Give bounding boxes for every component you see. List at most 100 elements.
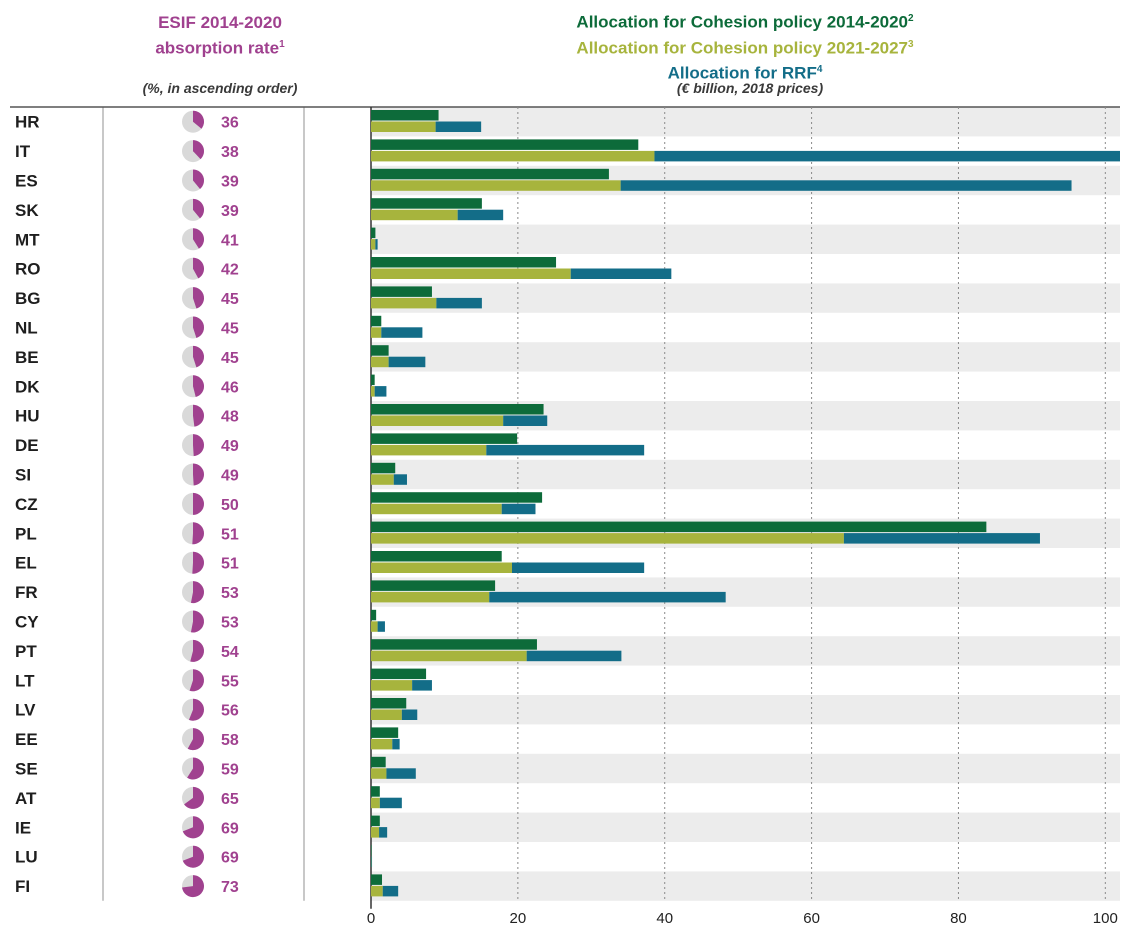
row-band xyxy=(371,342,1120,372)
bar-rrf xyxy=(435,121,482,132)
bar-cohesion-2021-2027 xyxy=(371,591,490,603)
country-label: BE xyxy=(15,348,39,367)
absorption-pie xyxy=(193,345,205,368)
absorption-pie xyxy=(193,375,204,397)
country-label: CZ xyxy=(15,495,38,514)
bar-rrf xyxy=(374,386,387,397)
bar-rrf xyxy=(371,856,373,867)
bar-rrf xyxy=(393,474,407,485)
absorption-pie xyxy=(193,463,205,486)
bar-rrf xyxy=(386,768,416,779)
bar-cohesion-2014-2020 xyxy=(371,286,432,297)
bar-cohesion-2014-2020 xyxy=(371,874,383,885)
bar-cohesion-2014-2020 xyxy=(371,345,389,356)
bar-rrf xyxy=(489,591,726,603)
absorption-subtitle: (%, in ascending order) xyxy=(142,80,298,96)
absorption-pie xyxy=(192,551,205,574)
bar-cohesion-2021-2027 xyxy=(371,562,512,573)
country-label: ES xyxy=(15,172,38,191)
absorption-pie xyxy=(182,875,204,898)
country-label: FR xyxy=(15,583,38,602)
country-label: FI xyxy=(15,877,30,896)
bar-rrf xyxy=(620,180,1072,191)
absorption-value: 73 xyxy=(221,879,239,896)
row-band xyxy=(371,812,1120,842)
bar-rrf xyxy=(375,239,378,250)
bar-rrf xyxy=(843,533,1040,544)
country-label: EL xyxy=(15,554,37,573)
absorption-pie xyxy=(182,845,204,868)
absorption-pie xyxy=(188,698,205,721)
bar-cohesion-2021-2027 xyxy=(371,327,382,338)
absorption-pie xyxy=(192,522,204,545)
row-band xyxy=(371,695,1120,725)
absorption-value: 51 xyxy=(221,556,239,573)
bar-cohesion-2014-2020 xyxy=(371,492,543,503)
absorption-value: 49 xyxy=(221,468,239,485)
bar-cohesion-2014-2020 xyxy=(371,433,518,444)
row-band xyxy=(371,459,1120,490)
bar-cohesion-2021-2027 xyxy=(371,209,458,221)
allocation-subtitle: (€ billion, 2018 prices) xyxy=(676,80,824,96)
bar-cohesion-2014-2020 xyxy=(371,198,482,209)
bar-cohesion-2021-2027 xyxy=(371,680,413,691)
absorption-value: 49 xyxy=(221,438,239,455)
row-band xyxy=(371,283,1120,313)
bar-cohesion-2014-2020 xyxy=(371,110,439,121)
absorption-value: 45 xyxy=(221,291,239,308)
country-label: PT xyxy=(15,642,37,661)
bar-cohesion-2021-2027 xyxy=(371,885,383,897)
absorption-value: 38 xyxy=(221,144,239,161)
bar-rrf xyxy=(401,709,418,720)
absorption-footnote-mark: 1 xyxy=(279,39,285,50)
absorption-pie xyxy=(193,228,204,249)
absorption-value: 69 xyxy=(221,850,239,867)
absorption-pie xyxy=(187,728,205,751)
country-label: HR xyxy=(15,113,40,132)
bar-cohesion-2014-2020 xyxy=(371,845,372,856)
row-band xyxy=(371,871,1120,901)
absorption-value: 42 xyxy=(221,262,239,279)
bar-cohesion-2014-2020 xyxy=(371,668,427,680)
country-label: AT xyxy=(15,789,37,808)
bar-cohesion-2014-2020 xyxy=(371,609,377,621)
bar-cohesion-2021-2027 xyxy=(371,650,527,662)
x-tick-label: 80 xyxy=(950,910,967,926)
bar-cohesion-2021-2027 xyxy=(371,239,376,250)
absorption-pie xyxy=(193,257,205,279)
x-tick-label: 0 xyxy=(367,910,375,926)
absorption-title-line2: absorption rate1 xyxy=(155,38,285,58)
absorption-pie xyxy=(193,492,205,515)
absorption-value: 45 xyxy=(221,350,239,367)
absorption-value: 50 xyxy=(221,497,239,514)
bar-cohesion-2014-2020 xyxy=(371,139,639,150)
bar-cohesion-2014-2020 xyxy=(371,698,407,709)
bar-rrf xyxy=(486,444,645,456)
absorption-title: ESIF 2014-2020 absorption rate1 xyxy=(95,12,345,60)
bar-cohesion-2021-2027 xyxy=(371,621,378,632)
absorption-pie xyxy=(190,639,204,662)
absorption-value: 58 xyxy=(221,732,239,749)
allocation-legend: Allocation for Cohesion policy 2014-2020… xyxy=(420,8,1070,85)
absorption-pie xyxy=(190,610,204,633)
bar-rrf xyxy=(436,297,482,309)
bar-rrf xyxy=(457,209,504,221)
x-tick-label: 60 xyxy=(803,910,820,926)
absorption-value: 36 xyxy=(221,115,239,132)
country-label: CY xyxy=(15,613,39,632)
bar-cohesion-2021-2027 xyxy=(371,797,380,809)
bar-cohesion-2014-2020 xyxy=(371,257,557,268)
country-label: DE xyxy=(15,436,39,455)
bar-rrf xyxy=(388,356,426,368)
legend-cohesion-2014-2020: Allocation for Cohesion policy 2014-2020… xyxy=(576,12,914,32)
absorption-value: 45 xyxy=(221,321,239,338)
absorption-pie xyxy=(193,169,205,189)
row-band xyxy=(371,107,1120,137)
absorption-value: 54 xyxy=(221,644,239,661)
country-label: RO xyxy=(15,260,41,279)
country-label: PL xyxy=(15,524,37,543)
country-label: SK xyxy=(15,201,39,220)
bar-cohesion-2021-2027 xyxy=(371,474,394,485)
row-band xyxy=(371,753,1120,784)
absorption-pie xyxy=(193,198,204,219)
